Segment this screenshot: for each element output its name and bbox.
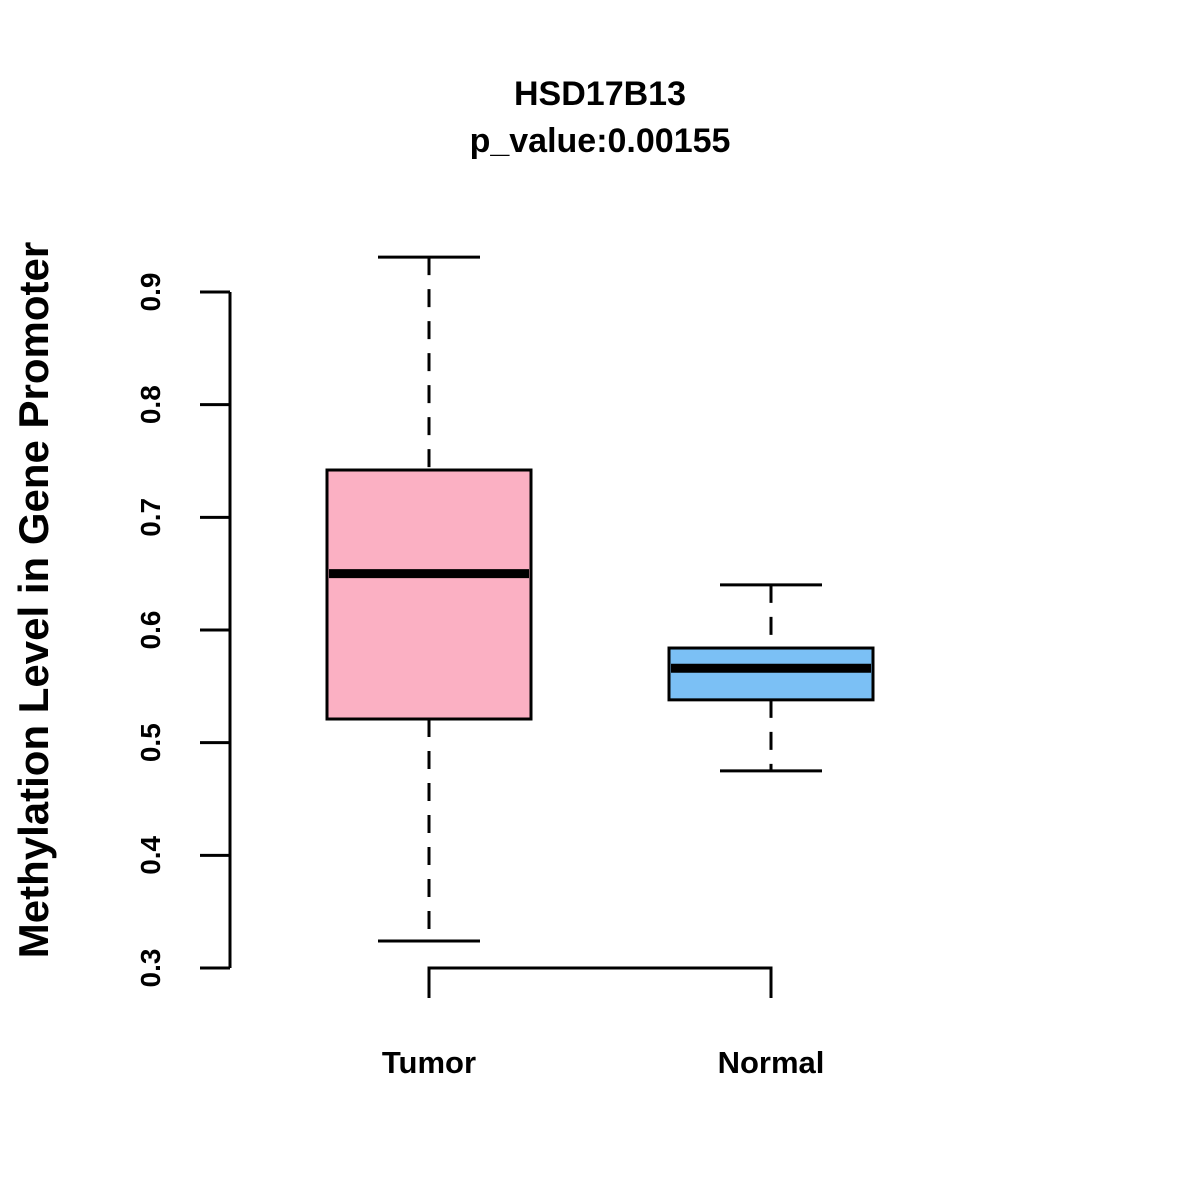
x-labels: Tumor Normal xyxy=(382,1045,824,1080)
y-tick-label: 0.7 xyxy=(135,498,166,537)
y-tick-label: 0.4 xyxy=(135,835,166,874)
chart-title: HSD17B13 xyxy=(514,75,686,113)
y-tick-label: 0.8 xyxy=(135,385,166,424)
box-normal xyxy=(667,583,875,773)
y-tick-label: 0.9 xyxy=(135,273,166,312)
x-axis-bracket xyxy=(427,966,773,998)
y-axis-label: Methylation Level in Gene Promoter xyxy=(10,242,57,958)
x-label-tumor: Tumor xyxy=(382,1045,476,1080)
boxes xyxy=(325,255,875,943)
iqr-box xyxy=(667,646,875,702)
box-tumor xyxy=(325,255,533,943)
x-label-normal: Normal xyxy=(718,1045,825,1080)
iqr-box xyxy=(325,468,533,721)
y-tick-label: 0.3 xyxy=(135,949,166,988)
y-tick-label: 0.6 xyxy=(135,611,166,650)
y-tick-label: 0.5 xyxy=(135,723,166,762)
y-ticks: 0.3 0.4 0.5 0.6 0.7 0.8 0.9 xyxy=(135,273,230,988)
chart-subtitle: p_value:0.00155 xyxy=(470,122,731,160)
